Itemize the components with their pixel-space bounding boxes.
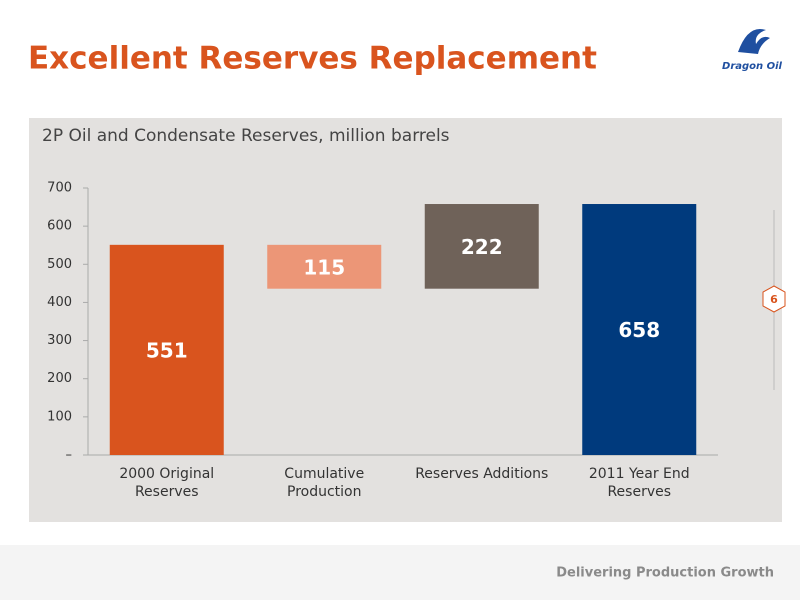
- slide-title: Excellent Reserves Replacement: [28, 41, 597, 77]
- footer-band: [0, 545, 800, 600]
- y-tick-label: 500: [47, 257, 72, 272]
- footer-text: Delivering Production Growth: [556, 566, 774, 581]
- y-tick-label: 700: [47, 181, 72, 196]
- x-tick-label: Reserves Additions: [415, 466, 549, 482]
- x-tick-label: Cumulative Production: [284, 466, 365, 500]
- data-label: 115: [303, 255, 345, 279]
- logo-text: Dragon Oil: [722, 61, 783, 72]
- page-number: 6: [770, 293, 778, 306]
- page-badge: [762, 285, 786, 313]
- bar: [582, 204, 697, 455]
- x-tick-label: 2000 Original Reserves: [119, 466, 215, 500]
- y-tick-label: –: [66, 448, 73, 463]
- y-tick-label: 400: [47, 295, 72, 310]
- y-tick-label: 100: [47, 409, 72, 424]
- chart-title: 2P Oil and Condensate Reserves, million …: [42, 126, 450, 146]
- bar: [424, 204, 539, 289]
- data-label: 222: [461, 235, 503, 259]
- x-tick-label: 2011 Year End Reserves: [588, 466, 690, 500]
- y-tick-label: 300: [47, 333, 72, 348]
- y-tick-label: 200: [47, 371, 72, 386]
- bar: [109, 244, 224, 455]
- y-tick-label: 600: [47, 219, 72, 234]
- data-label: 658: [618, 318, 660, 342]
- data-label: 551: [146, 338, 188, 362]
- logo: Dragon Oil: [722, 28, 783, 72]
- bar: [267, 244, 382, 289]
